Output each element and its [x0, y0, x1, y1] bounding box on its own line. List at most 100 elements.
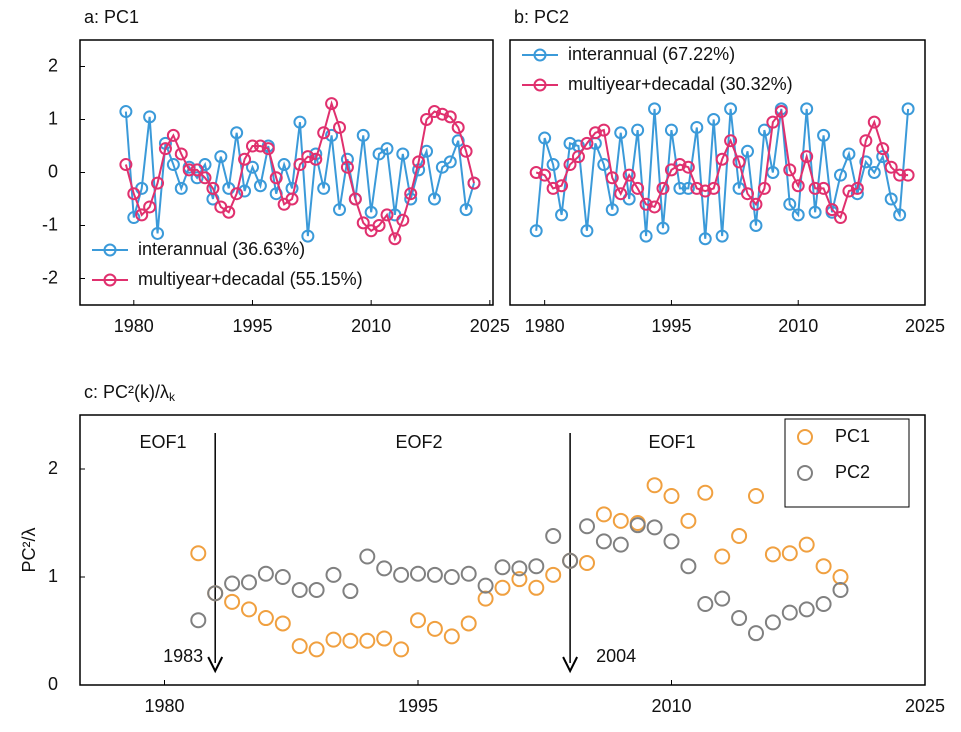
data-point — [832, 581, 849, 598]
y-tick-label: 1 — [48, 108, 58, 128]
data-point — [646, 519, 663, 536]
data-point — [631, 181, 645, 195]
data-point — [588, 126, 602, 140]
legend-label: multiyear+decadal (30.32%) — [568, 74, 793, 94]
data-point — [511, 560, 528, 577]
data-point — [291, 638, 308, 655]
data-point — [376, 630, 393, 647]
data-point — [764, 614, 781, 631]
data-point — [460, 615, 477, 632]
data-point — [664, 123, 678, 137]
legend-marker — [103, 243, 117, 257]
data-point — [174, 181, 188, 195]
data-point — [127, 211, 141, 225]
data-point — [494, 579, 511, 596]
legend-box — [784, 418, 910, 508]
data-point — [663, 533, 680, 550]
data-point — [190, 171, 204, 185]
data-point — [388, 232, 402, 246]
data-point — [241, 601, 257, 618]
data-point — [563, 158, 577, 172]
data-point — [269, 171, 283, 185]
data-point — [757, 123, 771, 137]
data-point — [467, 176, 481, 190]
y-tick-label: 1 — [48, 566, 58, 586]
y-tick-label: 0 — [48, 674, 58, 694]
x-tick-label: 2010 — [351, 316, 391, 336]
data-point — [342, 583, 359, 600]
data-point — [528, 579, 545, 596]
legend-marker — [103, 273, 117, 287]
data-point — [427, 105, 441, 119]
data-point — [656, 181, 670, 195]
arrow-head — [207, 656, 224, 674]
arrow-label: 1983 — [163, 646, 203, 666]
y-axis-label: PC²/λ — [19, 528, 39, 573]
data-point — [867, 166, 881, 179]
data-point — [230, 187, 244, 201]
plot-frame — [509, 39, 926, 306]
data-point — [648, 102, 662, 116]
data-point — [842, 184, 856, 198]
data-point — [817, 128, 831, 142]
data-point — [597, 123, 611, 137]
legend-label: interannual (67.22%) — [568, 44, 735, 64]
data-point — [293, 158, 307, 172]
data-point — [119, 158, 133, 172]
data-point — [631, 123, 645, 137]
legend-marker — [533, 78, 547, 92]
data-point — [749, 197, 763, 211]
data-point — [261, 142, 275, 156]
data-point — [580, 224, 594, 238]
y-tick-label: -1 — [42, 214, 58, 234]
data-point — [791, 179, 805, 193]
data-point — [783, 197, 797, 211]
data-point — [781, 604, 798, 621]
data-point — [681, 160, 695, 174]
data-point — [190, 545, 207, 562]
data-point — [876, 142, 890, 156]
data-point — [182, 163, 196, 177]
data-point — [238, 184, 252, 198]
data-point — [579, 554, 595, 571]
data-point — [764, 546, 781, 563]
data-point — [207, 585, 224, 602]
data-point — [867, 115, 881, 129]
x-tick-label: 2025 — [905, 316, 945, 336]
data-point — [451, 120, 465, 134]
data-point — [166, 128, 180, 142]
data-point — [253, 179, 267, 193]
data-point — [884, 192, 898, 206]
data-point — [494, 559, 511, 576]
data-point — [817, 181, 831, 195]
data-point — [529, 166, 543, 179]
data-point — [798, 536, 815, 553]
data-point — [639, 197, 653, 211]
data-point — [238, 152, 252, 166]
data-point — [158, 142, 172, 156]
data-point — [724, 134, 738, 148]
data-point — [595, 533, 612, 550]
data-point — [815, 596, 832, 612]
plot-frame — [79, 414, 926, 686]
data-point — [766, 115, 780, 129]
data-point — [639, 229, 653, 243]
data-point — [749, 219, 763, 232]
data-point — [800, 150, 814, 164]
legend-label: interannual (36.63%) — [138, 239, 305, 259]
data-point — [224, 593, 241, 610]
data-point — [380, 208, 394, 222]
data-point — [443, 628, 460, 645]
x-tick-label: 1995 — [232, 316, 272, 336]
data-point — [731, 527, 748, 544]
data-point — [348, 192, 362, 206]
data-point — [808, 205, 822, 219]
arrow-label: 2004 — [596, 646, 636, 666]
legend-label: PC1 — [835, 426, 870, 446]
data-point — [555, 179, 569, 193]
data-point — [663, 488, 680, 504]
data-point — [850, 181, 864, 195]
x-tick-label: 1995 — [651, 316, 691, 336]
data-point — [372, 219, 386, 232]
